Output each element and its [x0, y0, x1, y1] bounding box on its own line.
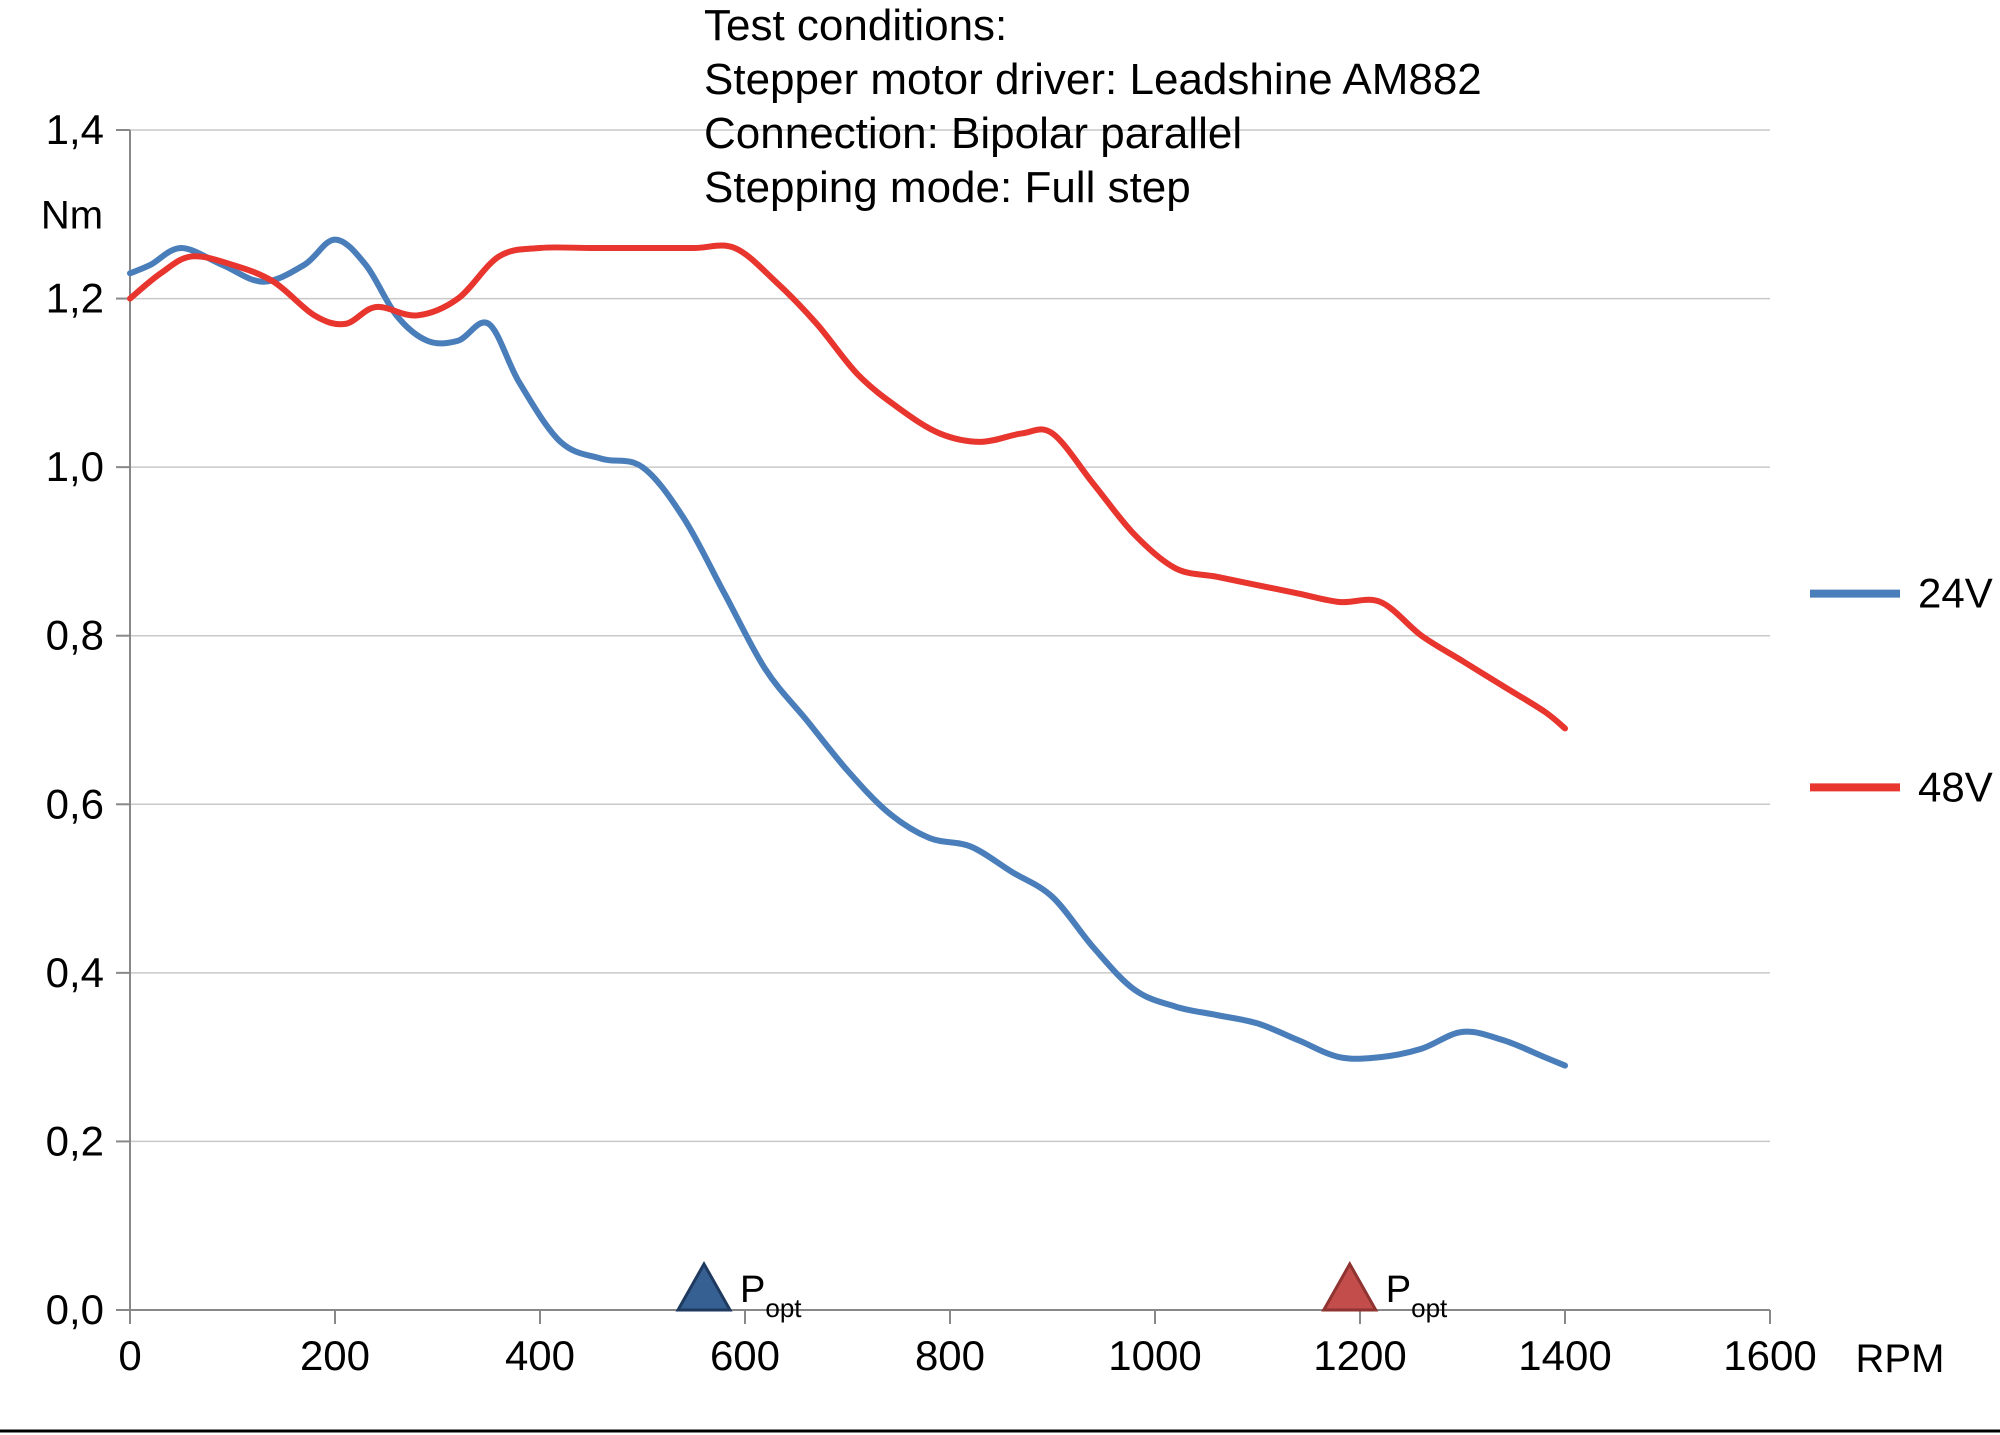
chart-container: 0 200 400 600 800 1000 1200 1400 1600 0,0 0,2 0,4 0,…	[0, 0, 2000, 1435]
y-tick-label: 1,4	[46, 106, 104, 153]
conditions-title: Test conditions:	[704, 1, 1007, 50]
y-axis-label: Nm	[41, 193, 103, 237]
x-tick-label: 1400	[1518, 1332, 1611, 1379]
y-tick-label: 0,2	[46, 1117, 104, 1164]
y-tick-label: 1,2	[46, 275, 104, 322]
conditions-line-0: Stepper motor driver: Leadshine AM882	[704, 55, 1482, 104]
y-tick-label: 1,0	[46, 443, 104, 490]
conditions-line-1: Connection: Bipolar parallel	[704, 109, 1242, 158]
legend-label-48V: 48V	[1918, 763, 1993, 810]
torque-rpm-chart: 0 200 400 600 800 1000 1200 1400 1600 0,0 0,2 0,4 0,…	[0, 0, 2000, 1435]
x-tick-label: 200	[300, 1332, 370, 1379]
legend-label-24V: 24V	[1918, 570, 1993, 617]
y-tick-label: 0,0	[46, 1286, 104, 1333]
x-tick-label: 0	[118, 1332, 141, 1379]
x-tick-label: 800	[915, 1332, 985, 1379]
conditions-line-2: Stepping mode: Full step	[704, 163, 1191, 212]
y-tick-label: 0,8	[46, 612, 104, 659]
x-tick-label: 600	[710, 1332, 780, 1379]
y-tick-label: 0,6	[46, 780, 104, 827]
x-tick-label: 1200	[1313, 1332, 1406, 1379]
y-tick-label: 0,4	[46, 949, 104, 996]
x-axis-label: RPM	[1856, 1337, 1945, 1381]
x-tick-label: 1600	[1723, 1332, 1816, 1379]
x-tick-label: 400	[505, 1332, 575, 1379]
x-tick-label: 1000	[1108, 1332, 1201, 1379]
